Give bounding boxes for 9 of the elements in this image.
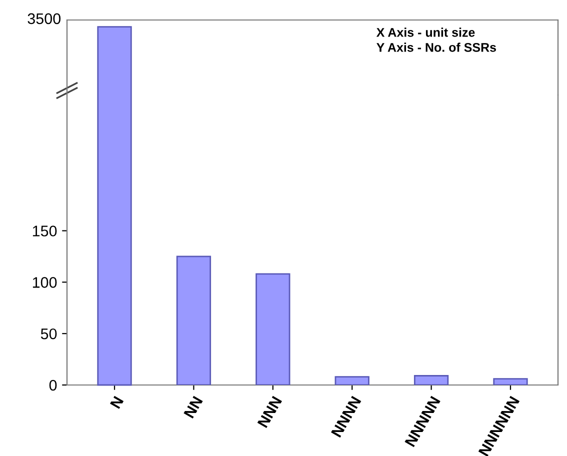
y-tick-label: 50 <box>40 328 57 340</box>
text: 3500 <box>28 13 61 24</box>
y-tick-label: 100 <box>32 277 57 288</box>
annotation: X Axis - unit size <box>376 28 475 37</box>
y-tick-label: 150 <box>32 226 57 236</box>
x-tick-label: NN <box>184 396 203 418</box>
x-tick-label: N <box>110 396 124 409</box>
annotation: Y Axis - No. of SSRs <box>376 42 496 52</box>
y-tick-label: 0 <box>49 380 57 391</box>
